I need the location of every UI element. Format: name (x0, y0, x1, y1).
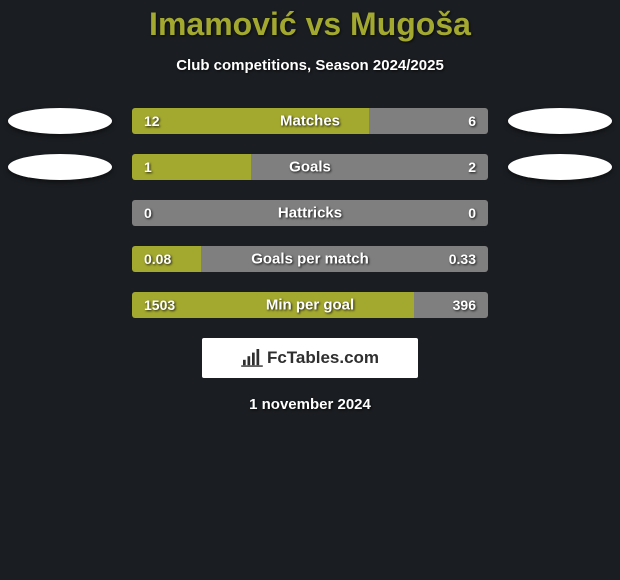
stat-bar: Hattricks 0 0 (132, 200, 488, 226)
stat-value-right: 0.33 (449, 251, 476, 267)
stat-value-left: 0 (144, 205, 152, 221)
stat-bar: Min per goal 1503 396 (132, 292, 488, 318)
player-badge-left (8, 154, 112, 180)
stat-bar: Goals per match 0.08 0.33 (132, 246, 488, 272)
stat-label: Min per goal (266, 297, 354, 314)
stat-bar: Matches 12 6 (132, 108, 488, 134)
stat-value-right: 0 (468, 205, 476, 221)
bar-segment-right (251, 154, 488, 180)
bar-chart-icon (241, 349, 263, 367)
stat-label: Goals per match (251, 251, 369, 268)
stat-label: Hattricks (278, 205, 342, 222)
stat-label: Matches (280, 113, 340, 130)
date-label: 1 november 2024 (0, 396, 620, 413)
page-title: Imamović vs Mugoša (0, 6, 620, 43)
stat-row: Goals 1 2 (0, 154, 620, 180)
stat-rows: Matches126Goals12Hattricks00Goals per ma… (0, 108, 620, 318)
player-badge-right (508, 108, 612, 134)
bar-segment-right (414, 292, 488, 318)
stat-label: Goals (289, 159, 331, 176)
player-badge-left (8, 108, 112, 134)
stat-bar: Goals 1 2 (132, 154, 488, 180)
player-badge-right (508, 154, 612, 180)
stat-value-right: 2 (468, 159, 476, 175)
stat-row: Goals per match 0.08 0.33 (0, 246, 620, 272)
stat-row: Min per goal 1503 396 (0, 292, 620, 318)
stat-value-right: 396 (453, 297, 476, 313)
subtitle: Club competitions, Season 2024/2025 (0, 57, 620, 74)
brand-badge: FcTables.com (202, 338, 418, 378)
stat-value-left: 1503 (144, 297, 175, 313)
stat-value-left: 1 (144, 159, 152, 175)
stat-row: Matches 12 6 (0, 108, 620, 134)
stat-value-right: 6 (468, 113, 476, 129)
stat-value-left: 12 (144, 113, 160, 129)
brand-text: FcTables.com (267, 348, 379, 368)
stat-value-left: 0.08 (144, 251, 171, 267)
comparison-infographic: Imamović vs Mugoša Club competitions, Se… (0, 0, 620, 413)
stat-row: Hattricks 0 0 (0, 200, 620, 226)
